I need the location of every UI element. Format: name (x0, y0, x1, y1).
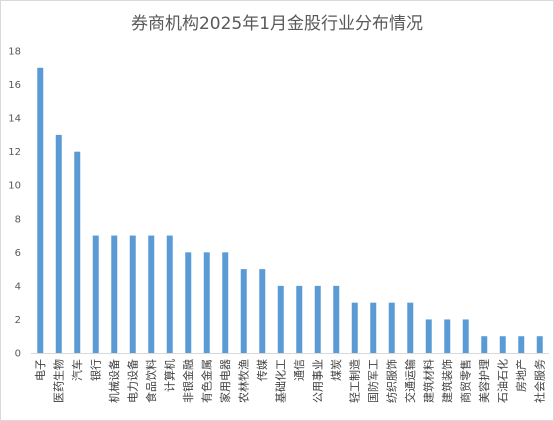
bar (74, 151, 81, 353)
x-category-label: 食品饮料 (144, 359, 158, 403)
bar (296, 285, 303, 353)
y-tick-label: 10 (8, 181, 21, 192)
bar (240, 269, 247, 353)
x-axis-labels: 电子 医药生物 汽车 银行 机械设备 电力设备 食品饮料 计算机 非银金融 有色金属 家用电器 农林牧… (34, 359, 547, 403)
y-tick-label: 4 (15, 281, 21, 292)
x-category-label: 石油石化 (495, 359, 509, 403)
x-category-label: 国防军工 (366, 359, 380, 403)
bar (92, 235, 99, 353)
x-category-label: 商贸零售 (458, 359, 472, 403)
bar (203, 252, 210, 353)
bar (166, 235, 173, 353)
x-category-label: 公用事业 (311, 359, 324, 403)
bar (462, 319, 469, 353)
x-category-label: 银行 (88, 359, 102, 381)
x-category-label: 家用电器 (218, 359, 232, 403)
x-category-label: 房地产 (514, 359, 528, 392)
bar (370, 302, 377, 353)
x-category-label: 美容护理 (477, 359, 491, 403)
chart-title: 券商机构2025年1月金股行业分布情况 (131, 14, 423, 34)
y-tick-label: 6 (15, 248, 21, 259)
bar (499, 336, 506, 353)
bar (222, 252, 229, 353)
y-tick-label: 2 (15, 315, 21, 326)
x-category-label: 非银金融 (181, 359, 195, 403)
x-category-label: 交通运输 (403, 359, 417, 403)
x-category-label: 通信 (293, 359, 306, 381)
bar (277, 285, 284, 353)
x-category-label: 汽车 (70, 359, 84, 381)
x-category-label: 电子 (34, 359, 47, 381)
bar (407, 302, 414, 353)
x-category-label: 有色金属 (199, 359, 213, 403)
bar (388, 302, 395, 353)
bar (148, 235, 155, 353)
x-category-label: 轻工制造 (347, 359, 361, 403)
x-category-label: 机械设备 (107, 359, 121, 403)
bar (55, 134, 62, 353)
bar (518, 336, 525, 353)
y-tick-label: 0 (15, 349, 21, 360)
y-tick-label: 16 (8, 80, 21, 91)
bar (259, 269, 266, 353)
bar (129, 235, 136, 353)
y-tick-label: 18 (8, 47, 21, 58)
x-category-label: 基础化工 (273, 359, 287, 403)
bar (111, 235, 118, 353)
x-category-label: 传媒 (256, 359, 269, 381)
bar (185, 252, 192, 353)
bar (333, 285, 340, 353)
bar (425, 319, 432, 353)
bar (444, 319, 451, 353)
x-category-label: 医药生物 (51, 359, 65, 403)
y-axis-ticks: 0 2 4 6 8 10 12 14 16 18 (8, 47, 21, 360)
x-category-label: 煤炭 (330, 359, 343, 381)
bar (314, 285, 321, 353)
bars-group (37, 67, 543, 354)
y-tick-label: 12 (8, 147, 21, 158)
x-category-label: 农林牧渔 (236, 359, 250, 403)
bar (37, 67, 44, 354)
bar (351, 302, 358, 353)
x-category-label: 社会服务 (532, 359, 546, 403)
y-tick-label: 8 (15, 214, 21, 225)
x-category-label: 电力设备 (125, 359, 139, 403)
x-category-label: 建筑材料 (421, 359, 435, 403)
bar (481, 336, 488, 353)
x-category-label: 计算机 (162, 359, 176, 392)
y-tick-label: 14 (8, 114, 21, 125)
x-category-label: 建筑装饰 (440, 359, 454, 403)
x-category-label: 纺织服饰 (384, 359, 398, 403)
bar (536, 336, 543, 353)
